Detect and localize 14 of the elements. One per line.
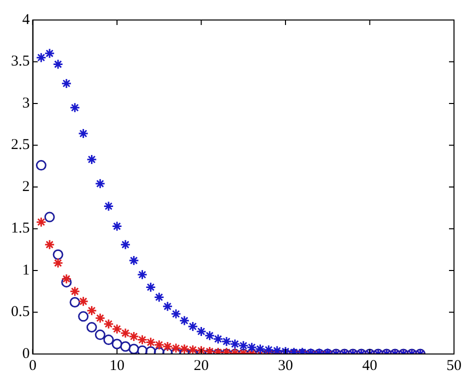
y-tick-label: 1.5 <box>11 220 30 237</box>
y-tick-label: 0.5 <box>11 304 30 320</box>
x-tick-label: 50 <box>446 358 462 374</box>
x-tick-label: 30 <box>278 358 293 374</box>
y-tick-label: 3.5 <box>11 54 30 70</box>
y-tick-label: 2 <box>22 178 30 195</box>
y-tick-label: 0 <box>22 346 30 362</box>
x-tick-label: 10 <box>110 358 124 374</box>
x-tick-label: 40 <box>362 358 378 374</box>
y-tick-label: 3 <box>22 95 30 112</box>
y-tick-label: 1 <box>22 262 30 278</box>
x-tick-label: 20 <box>194 358 209 374</box>
y-tick-label: 2.5 <box>11 137 30 154</box>
y-tick-label: 4 <box>22 12 30 28</box>
